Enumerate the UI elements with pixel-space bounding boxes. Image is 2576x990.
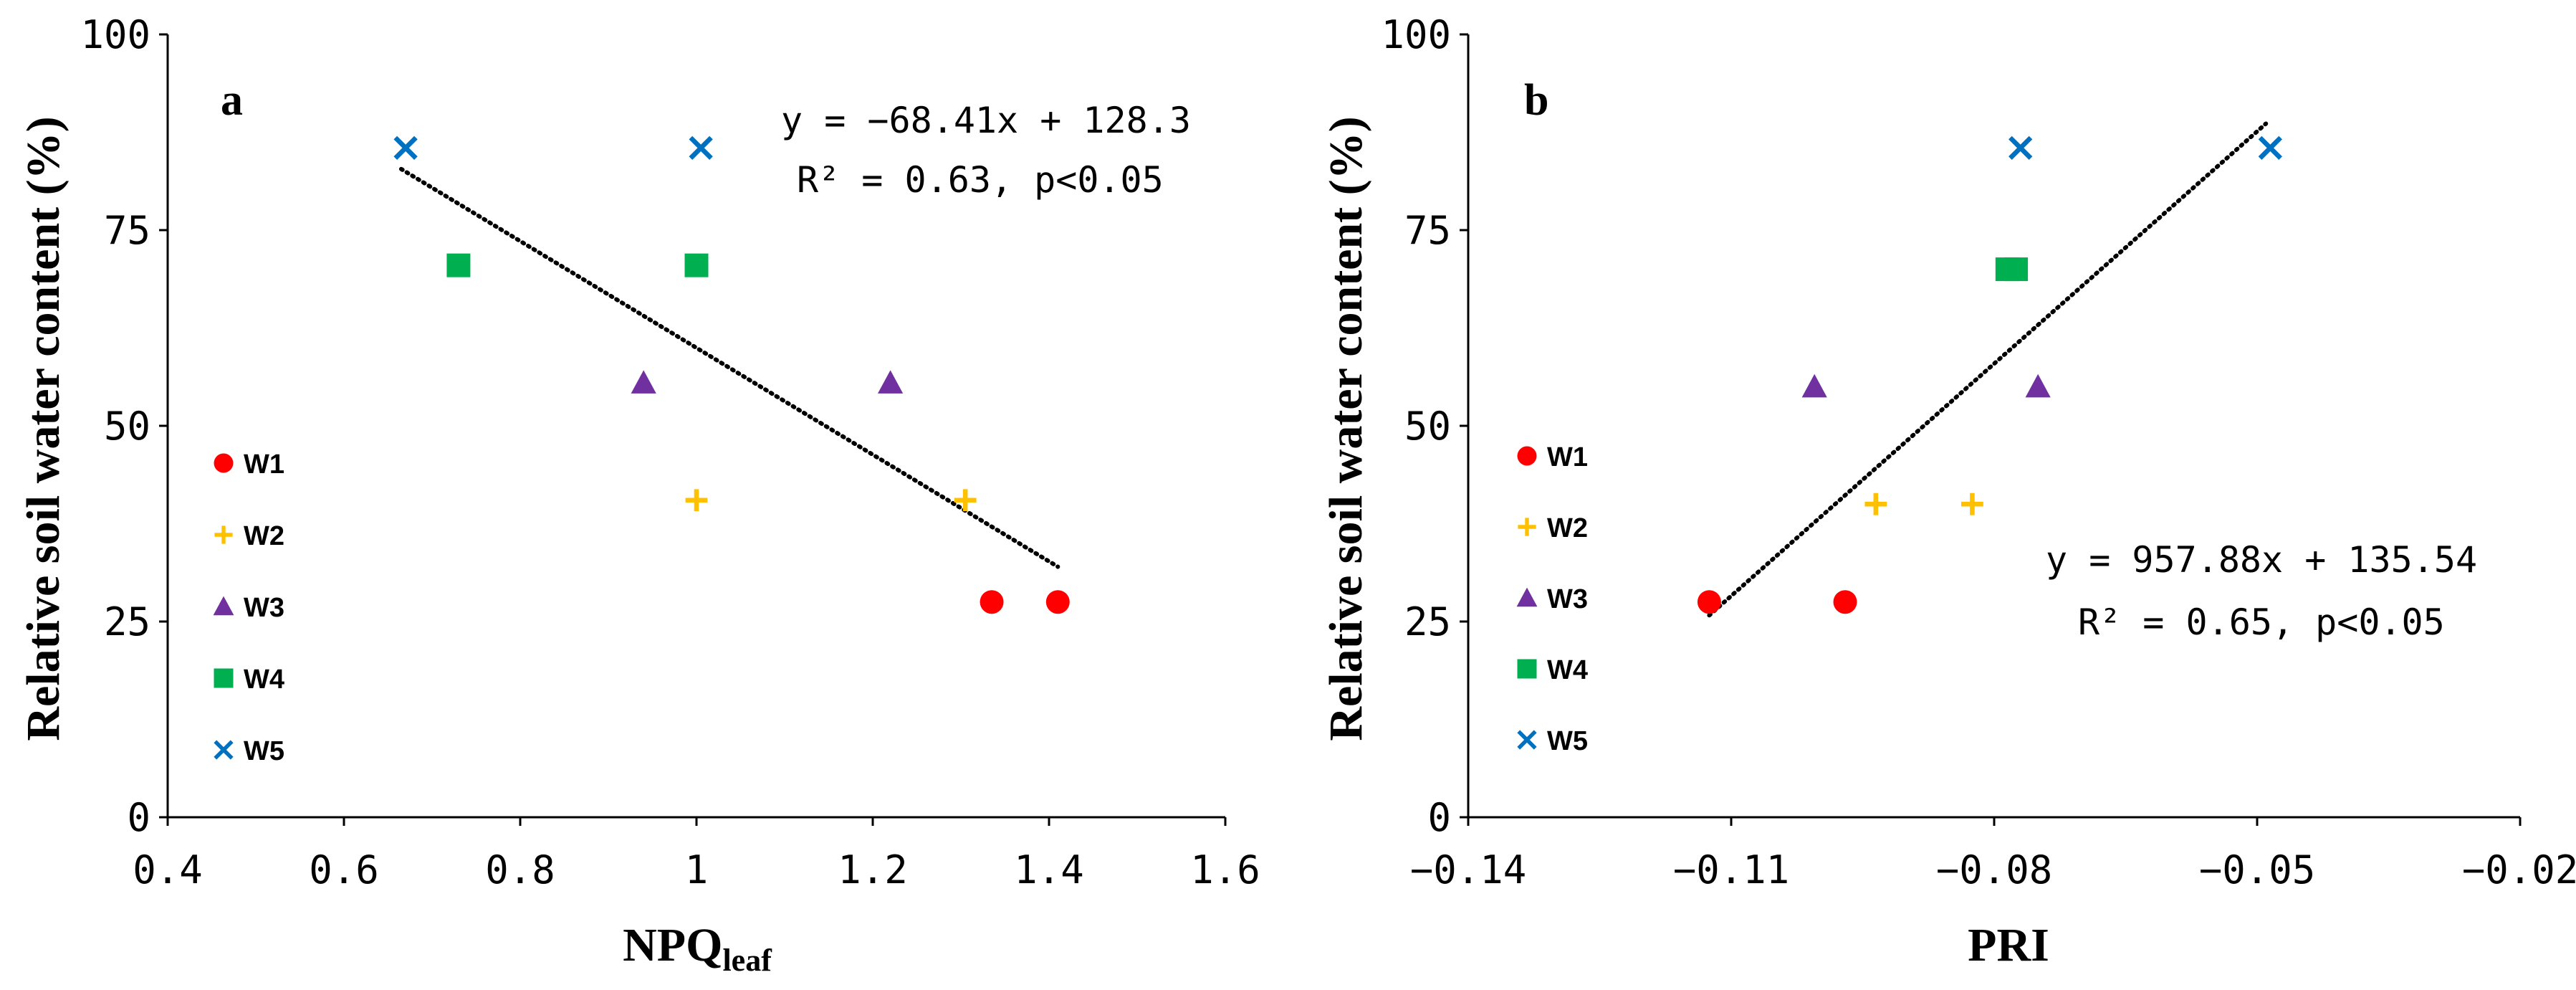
panel-b-y-tick-label: 0 xyxy=(1427,795,1451,840)
panel-a-legend-label-w4: W4 xyxy=(244,665,284,695)
panel-a-r2: R² = 0.63, p<0.05 xyxy=(797,159,1164,201)
panel-b-legend-marker-w5 xyxy=(1517,730,1537,750)
panel-a-legend: W1 W2 W3 W4 W5 xyxy=(213,449,284,766)
panel-a-equation: y = −68.41x + 128.3 xyxy=(781,100,1191,141)
panel-a-legend-label-w5: W5 xyxy=(244,736,284,766)
panel-a-legend-label-w2: W2 xyxy=(244,521,284,551)
panel-b-point-w1 xyxy=(1833,590,1857,614)
panel-a-point-w2 xyxy=(954,489,977,512)
panel-a-label: a xyxy=(221,76,243,125)
panel-b-point-w2 xyxy=(1961,492,1983,515)
panel-b-y-tick-label: 100 xyxy=(1381,12,1451,57)
panel-a-y-tick-label: 50 xyxy=(104,404,150,449)
panel-b-point-w2 xyxy=(1864,492,1887,515)
panel-b-point-w3 xyxy=(1801,373,1827,398)
panel-b-legend-marker-w1 xyxy=(1517,446,1537,466)
panel-b-legend-marker-w3 xyxy=(1516,587,1538,607)
panel-a-legend-marker-w5 xyxy=(214,740,234,760)
panel-b-point-w4 xyxy=(2004,257,2029,282)
panel-b-x-tick-label: −0.02 xyxy=(2462,847,2576,893)
panel-a-x-axis-title-sub: leaf xyxy=(722,943,772,978)
panel-a-point-w3 xyxy=(878,370,904,394)
panel-b-legend-marker-w4 xyxy=(1517,659,1537,679)
panel-a-x-tick-label: 1.2 xyxy=(838,847,908,893)
panel-a-y-axis-title: Relative soil water content (%) xyxy=(17,116,70,741)
panel-b-equation: y = 957.88x + 135.54 xyxy=(2046,539,2477,581)
panel-a-x-tick-label: 1.4 xyxy=(1014,847,1084,893)
panel-a-plot-area: 0 25 50 75 100 0.4 0.6 0.8 1 1.2 1.4 1.6 W1 W2 W3 W4 W5 xyxy=(80,12,1260,893)
panel-a-point-w5 xyxy=(393,135,418,160)
panel-a-point-w1 xyxy=(1045,590,1070,614)
panel-b-x-axis-title: PRI xyxy=(1968,919,2049,971)
panel-a-y-tick-label: 25 xyxy=(104,599,150,644)
panel-b-x-tick-label: −0.05 xyxy=(2199,847,2316,893)
panel-b-point-w5 xyxy=(2008,135,2033,160)
panel-b-legend-label-w2: W2 xyxy=(1547,513,1588,543)
panel-a-x-axis-title-main: NPQ xyxy=(623,919,722,971)
panel-a-legend-label-w3: W3 xyxy=(244,593,284,623)
panel-b-r2: R² = 0.65, p<0.05 xyxy=(2078,601,2445,643)
panel-a-legend-marker-w3 xyxy=(213,596,234,616)
panel-a-point-w2 xyxy=(685,489,708,512)
panel-a-legend-label-w1: W1 xyxy=(244,449,284,480)
panel-a-x-tick-label: 0.6 xyxy=(309,847,379,893)
panel-b-y-axis-title: Relative soil water content (%) xyxy=(1320,116,1372,741)
panel-a-y-tick-label: 75 xyxy=(104,208,150,253)
panel-a-x-tick-label: 1.6 xyxy=(1190,847,1260,893)
panel-b-x-tick-label: −0.14 xyxy=(1410,847,1527,893)
panel-b-trendline xyxy=(1707,121,2269,618)
panel-a-point-w3 xyxy=(631,370,656,394)
panel-a-x-tick-label: 0.8 xyxy=(485,847,555,893)
panel-a-legend-marker-w1 xyxy=(214,453,234,473)
panel-a-x-tick-label: 1 xyxy=(685,847,709,893)
panel-b-point-w3 xyxy=(2025,373,2051,398)
panel-b-legend-label-w5: W5 xyxy=(1547,726,1588,756)
panel-a-point-w1 xyxy=(980,590,1004,614)
panel-b-x-axis-title-main: PRI xyxy=(1968,919,2049,971)
panel-b-x-tick-label: −0.11 xyxy=(1673,847,1790,893)
panel-b-y-tick-label: 25 xyxy=(1404,599,1451,644)
panel-b-legend-marker-w2 xyxy=(1518,518,1536,536)
panel-b-legend-label-w3: W3 xyxy=(1547,584,1588,614)
panel-a-y-tick-label: 100 xyxy=(80,12,150,57)
panel-a-y-tick-label: 0 xyxy=(127,795,150,840)
panel-b-legend-label-w4: W4 xyxy=(1547,655,1588,685)
panel-b-legend: W1 W2 W3 W4 W5 xyxy=(1516,442,1588,756)
panel-a-legend-marker-w4 xyxy=(214,668,234,688)
panel-a-point-w4 xyxy=(446,253,471,277)
panel-a-trendline xyxy=(398,166,1060,569)
panel-a-x-axis-title: NPQleaf xyxy=(623,919,772,978)
panel-b-point-w5 xyxy=(2258,135,2282,160)
panel-b-x-tick-label: −0.08 xyxy=(1936,847,2053,893)
panel-a-point-w4 xyxy=(684,253,709,277)
panel-a-point-w5 xyxy=(689,135,713,160)
panel-b-y-tick-label: 50 xyxy=(1404,404,1451,449)
panel-a-legend-marker-w2 xyxy=(214,525,233,544)
panel-a-x-tick-label: 0.4 xyxy=(133,847,203,893)
panel-b-y-tick-label: 75 xyxy=(1404,208,1451,253)
panel-b-legend-label-w1: W1 xyxy=(1547,442,1588,472)
panel-b-label: b xyxy=(1524,76,1548,125)
panel-b-point-w1 xyxy=(1697,590,1721,614)
